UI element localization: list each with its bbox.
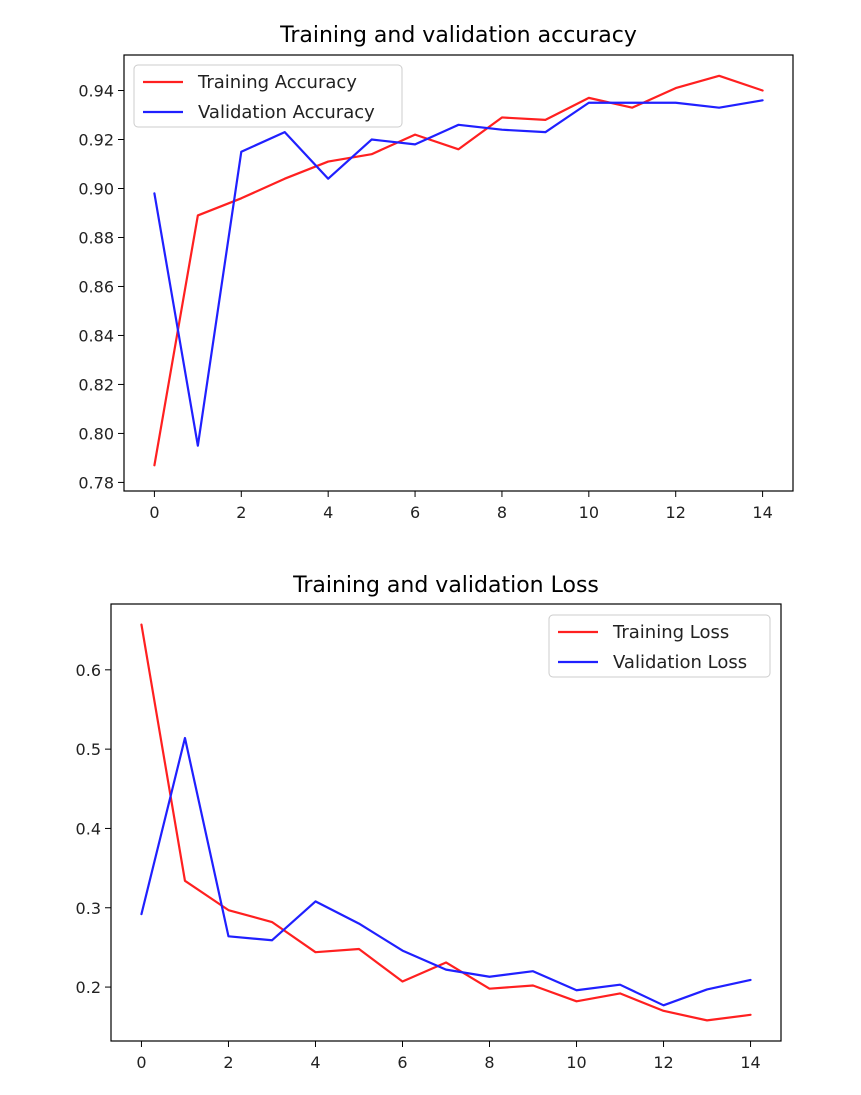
accuracy-chart: Training and validation accuracy 0 2 4 6 8 10 1… (78, 23, 794, 522)
legend: Training Accuracy Validation Accuracy (133, 64, 403, 128)
x-tick-label: 12 (653, 1053, 673, 1072)
x-tick-label: 10 (566, 1053, 586, 1072)
legend-box (548, 614, 771, 678)
legend-label: Training Accuracy (197, 72, 357, 93)
y-tick-label: 0.84 (78, 326, 114, 345)
y-tick-label: 0.4 (76, 819, 101, 838)
axes-frame (123, 54, 794, 492)
chart-title: Training and validation accuracy (279, 23, 637, 48)
x-tick-label: 2 (223, 1053, 233, 1072)
series-line-validation (153, 99, 764, 447)
x-tick-label: 6 (397, 1053, 407, 1072)
y-tick-label: 0.3 (76, 899, 101, 918)
axes-frame (110, 603, 782, 1042)
y-tick-label: 0.78 (78, 473, 114, 492)
series-line-validation (140, 736, 752, 1007)
y-tick-label: 0.6 (76, 661, 101, 680)
legend-label: Validation Accuracy (198, 102, 375, 123)
legend: Training Loss Validation Loss (548, 614, 771, 678)
legend-label: Validation Loss (613, 652, 747, 673)
y-tick-label: 0.94 (78, 82, 114, 101)
y-tick-label: 0.86 (78, 277, 114, 296)
x-tick-label: 12 (666, 503, 686, 522)
x-tick-label: 0 (136, 1053, 146, 1072)
x-tick-label: 8 (484, 1053, 494, 1072)
series-line-training (153, 74, 764, 467)
x-tick-label: 4 (310, 1053, 320, 1072)
x-tick-label: 8 (497, 503, 507, 522)
series-line-training (140, 623, 752, 1022)
legend-label: Training Loss (612, 622, 729, 643)
x-tick-label: 0 (149, 503, 159, 522)
loss-chart: Training and validation Loss 0 2 4 6 8 10 12 14 0… (76, 573, 782, 1072)
x-tick-label: 14 (752, 503, 772, 522)
x-tick-label: 14 (740, 1053, 760, 1072)
x-tick-label: 10 (579, 503, 599, 522)
x-tick-label: 4 (323, 503, 333, 522)
y-tick-label: 0.5 (76, 740, 101, 759)
legend-box (133, 64, 403, 128)
y-tick-label: 0.80 (78, 424, 114, 443)
y-tick-label: 0.2 (76, 978, 101, 997)
y-tick-label: 0.82 (78, 375, 114, 394)
x-tick-label: 2 (236, 503, 246, 522)
chart-title: Training and validation Loss (292, 573, 599, 598)
x-tick-label: 6 (410, 503, 420, 522)
y-tick-label: 0.92 (78, 131, 114, 150)
y-tick-label: 0.88 (78, 228, 114, 247)
y-tick-label: 0.90 (78, 179, 114, 198)
